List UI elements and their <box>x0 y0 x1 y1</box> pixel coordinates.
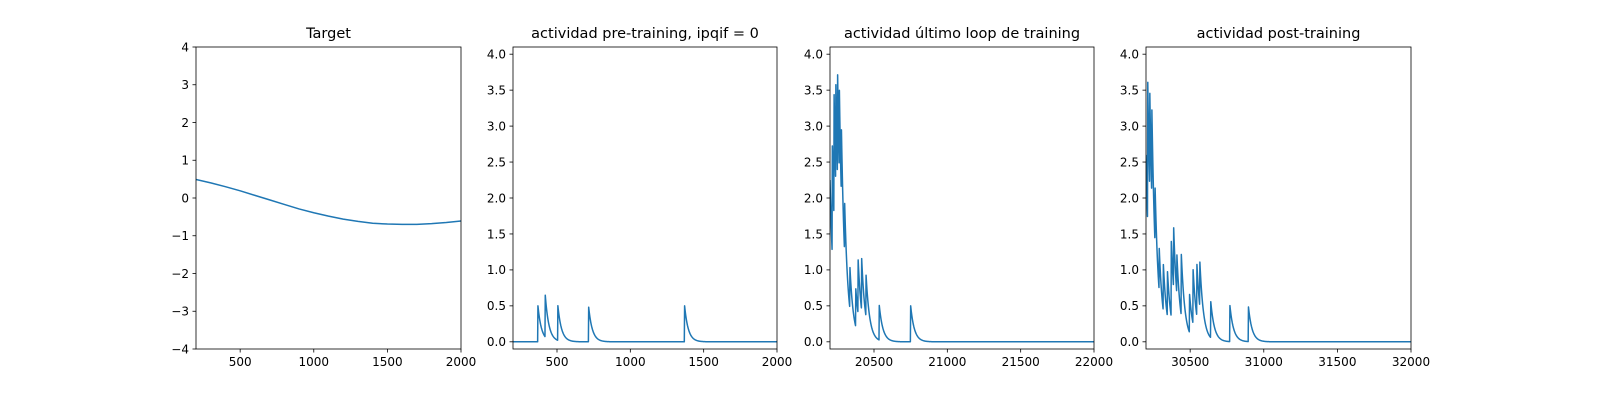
y-tick-label: 0.0 <box>487 335 506 349</box>
x-tick-label: 1000 <box>615 355 646 369</box>
x-tick-label: 21000 <box>928 355 966 369</box>
y-tick-label: −3 <box>171 305 189 319</box>
subplot-title: actividad último loop de training <box>844 26 1080 42</box>
y-tick-label: 2.5 <box>1120 155 1139 169</box>
y-tick-label: 3 <box>181 78 189 92</box>
y-tick-label: 3.0 <box>487 119 506 133</box>
y-tick-label: 0.5 <box>804 299 823 313</box>
y-tick-label: 2.0 <box>804 191 823 205</box>
y-tick-label: 0.5 <box>1120 299 1139 313</box>
x-tick-label: 21500 <box>1002 355 1040 369</box>
x-tick-label: 32000 <box>1392 355 1430 369</box>
x-tick-label: 20500 <box>855 355 893 369</box>
y-tick-label: 3.0 <box>804 119 823 133</box>
x-tick-label: 500 <box>546 355 569 369</box>
series-line <box>513 294 777 343</box>
subplot-title: actividad pre-training, ipqif = 0 <box>531 26 759 42</box>
series-line <box>830 74 1094 343</box>
y-tick-label: 0 <box>181 191 189 205</box>
subplot-pre-training: actividad pre-training, ipqif = 0 500 100… <box>487 26 792 369</box>
y-tick-label: 1.0 <box>487 263 506 277</box>
x-tick-label: 500 <box>229 355 252 369</box>
axes-frame <box>829 46 1095 350</box>
axes-frame <box>1145 46 1412 350</box>
y-tick-label: 2.5 <box>804 155 823 169</box>
subplot-title: Target <box>305 26 351 42</box>
x-tick-label: 31500 <box>1318 355 1356 369</box>
x-tick-label: 1500 <box>688 355 719 369</box>
axes-frame <box>195 46 462 350</box>
series-line <box>1146 81 1411 343</box>
x-tick-label: 2000 <box>762 355 793 369</box>
y-tick-label: 1.0 <box>1120 263 1139 277</box>
y-tick-label: 2.5 <box>487 155 506 169</box>
y-tick-label: 2 <box>181 116 189 130</box>
x-tick-label: 1500 <box>372 355 403 369</box>
y-tick-label: −1 <box>171 229 189 243</box>
y-tick-label: 4.0 <box>487 47 506 61</box>
axes-frame <box>512 46 778 350</box>
y-tick-label: −4 <box>171 342 189 356</box>
y-tick-label: 1.5 <box>487 227 506 241</box>
x-tick-label: 1000 <box>299 355 330 369</box>
y-tick-label: 1.5 <box>1120 227 1139 241</box>
y-tick-label: 3.0 <box>1120 119 1139 133</box>
x-tick-label: 30500 <box>1171 355 1209 369</box>
y-tick-label: 0.5 <box>487 299 506 313</box>
y-tick-label: 1 <box>181 154 189 168</box>
y-tick-label: 3.5 <box>804 83 823 97</box>
y-tick-label: 2.0 <box>1120 191 1139 205</box>
series-line <box>196 178 461 226</box>
y-tick-label: 0.0 <box>804 335 823 349</box>
x-tick-label: 31000 <box>1245 355 1283 369</box>
y-tick-label: 2.0 <box>487 191 506 205</box>
x-tick-label: 2000 <box>446 355 477 369</box>
subplot-post-training: actividad post-training 30500 31000 31500 3… <box>1120 26 1430 369</box>
y-tick-label: 4.0 <box>1120 47 1139 61</box>
subplot-target: Target 500 1000 1500 2000 −4 −3 −2 −1 0 1 2 3 4 <box>171 26 476 369</box>
y-tick-label: 3.5 <box>1120 83 1139 97</box>
y-tick-label: −2 <box>171 267 189 281</box>
subplot-last-training-loop: actividad último loop de training 20500 2… <box>804 26 1113 369</box>
y-tick-label: 1.5 <box>804 227 823 241</box>
y-tick-label: 3.5 <box>487 83 506 97</box>
y-tick-label: 0.0 <box>1120 335 1139 349</box>
x-tick-label: 22000 <box>1075 355 1113 369</box>
y-tick-label: 4.0 <box>804 47 823 61</box>
y-tick-label: 4 <box>181 40 189 54</box>
subplot-title: actividad post-training <box>1197 26 1361 42</box>
y-tick-label: 1.0 <box>804 263 823 277</box>
